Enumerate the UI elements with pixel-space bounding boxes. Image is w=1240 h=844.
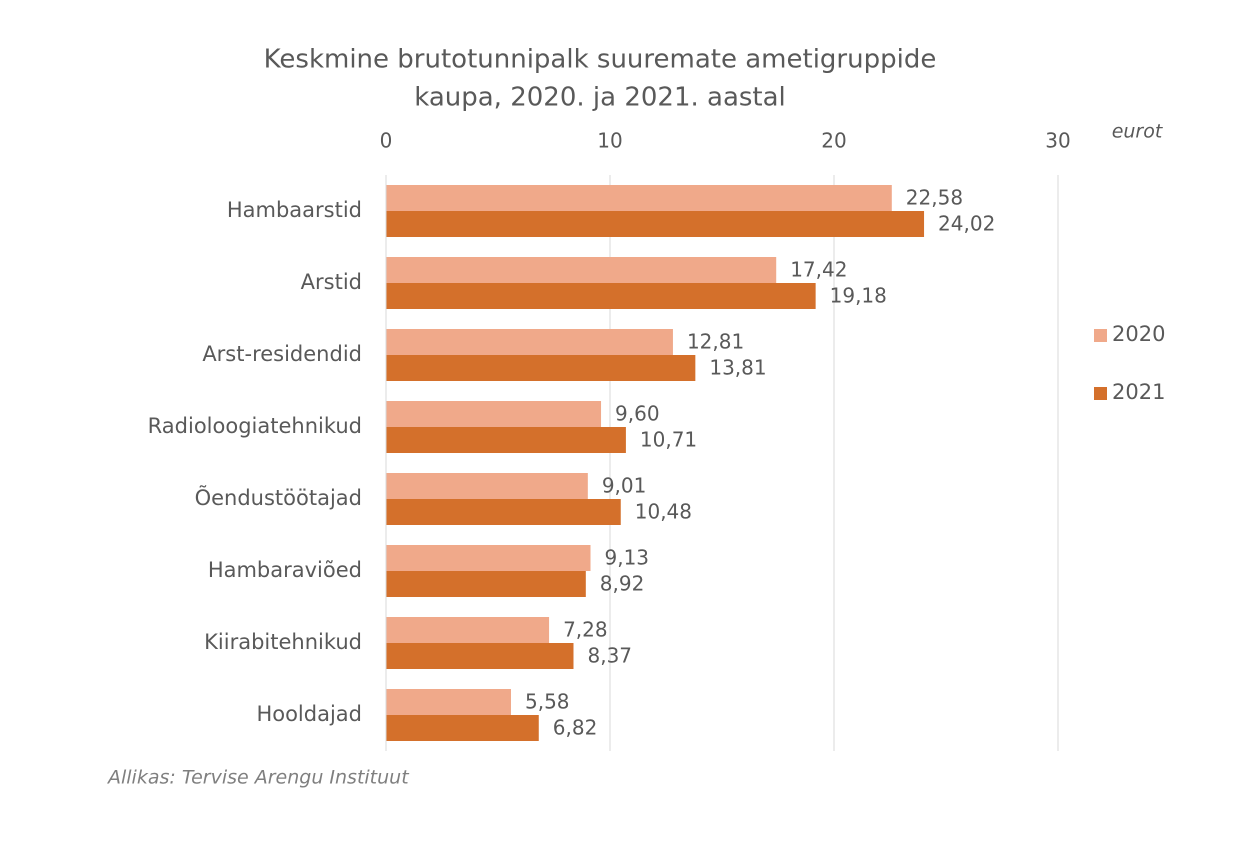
bar [386, 473, 588, 499]
x-tick-label: 0 [380, 129, 393, 153]
value-label: 8,37 [587, 644, 632, 668]
bar [386, 283, 816, 309]
bar [386, 715, 539, 741]
bar [386, 499, 621, 525]
y-tick-label: Kiirabitehnikud [204, 630, 362, 654]
bar [386, 689, 511, 715]
bar [386, 571, 586, 597]
value-label: 22,58 [906, 186, 963, 210]
bar [386, 185, 892, 211]
x-tick-label: 10 [597, 129, 622, 153]
value-label: 9,01 [602, 474, 647, 498]
bar [386, 427, 626, 453]
value-label: 7,28 [563, 618, 608, 642]
legend-label: 2020 [1112, 322, 1165, 346]
legend-swatch [1094, 329, 1107, 342]
x-tick-label: 30 [1045, 129, 1070, 153]
value-label: 13,81 [709, 356, 766, 380]
value-label: 19,18 [830, 284, 887, 308]
y-tick-label: Arst-residendid [202, 342, 362, 366]
value-label: 12,81 [687, 330, 744, 354]
bar [386, 643, 574, 669]
chart-title: kaupa, 2020. ja 2021. aastal [414, 83, 786, 113]
source: Allikas: Tervise Arengu Instituut [106, 767, 410, 789]
y-tick-label: Radioloogiatehnikud [148, 414, 362, 438]
x-tick-label: 20 [821, 129, 846, 153]
value-label: 24,02 [938, 212, 995, 236]
value-label: 9,60 [615, 402, 660, 426]
value-label: 6,82 [553, 716, 598, 740]
value-label: 10,71 [640, 428, 697, 452]
bar [386, 545, 591, 571]
value-label: 17,42 [790, 258, 847, 282]
y-tick-label: Hambaraviõed [208, 558, 362, 582]
legend-label: 2021 [1112, 380, 1165, 404]
bar [386, 257, 777, 283]
bar [386, 617, 550, 643]
value-label: 8,92 [600, 572, 645, 596]
y-tick-label: Õendustöötajad [195, 484, 362, 510]
legend-swatch [1094, 387, 1107, 400]
bar [386, 401, 602, 427]
y-tick-label: Hooldajad [256, 702, 362, 726]
bar [386, 355, 696, 381]
chart-title: Keskmine brutotunnipalk suuremate ametig… [264, 45, 937, 75]
y-tick-label: Hambaarstid [227, 198, 362, 222]
bar [386, 329, 673, 355]
unit-label: eurot [1112, 121, 1164, 143]
y-tick-label: Arstid [301, 270, 362, 294]
bar [386, 211, 925, 237]
value-label: 5,58 [525, 690, 570, 714]
value-label: 9,13 [605, 546, 650, 570]
value-label: 10,48 [635, 500, 692, 524]
